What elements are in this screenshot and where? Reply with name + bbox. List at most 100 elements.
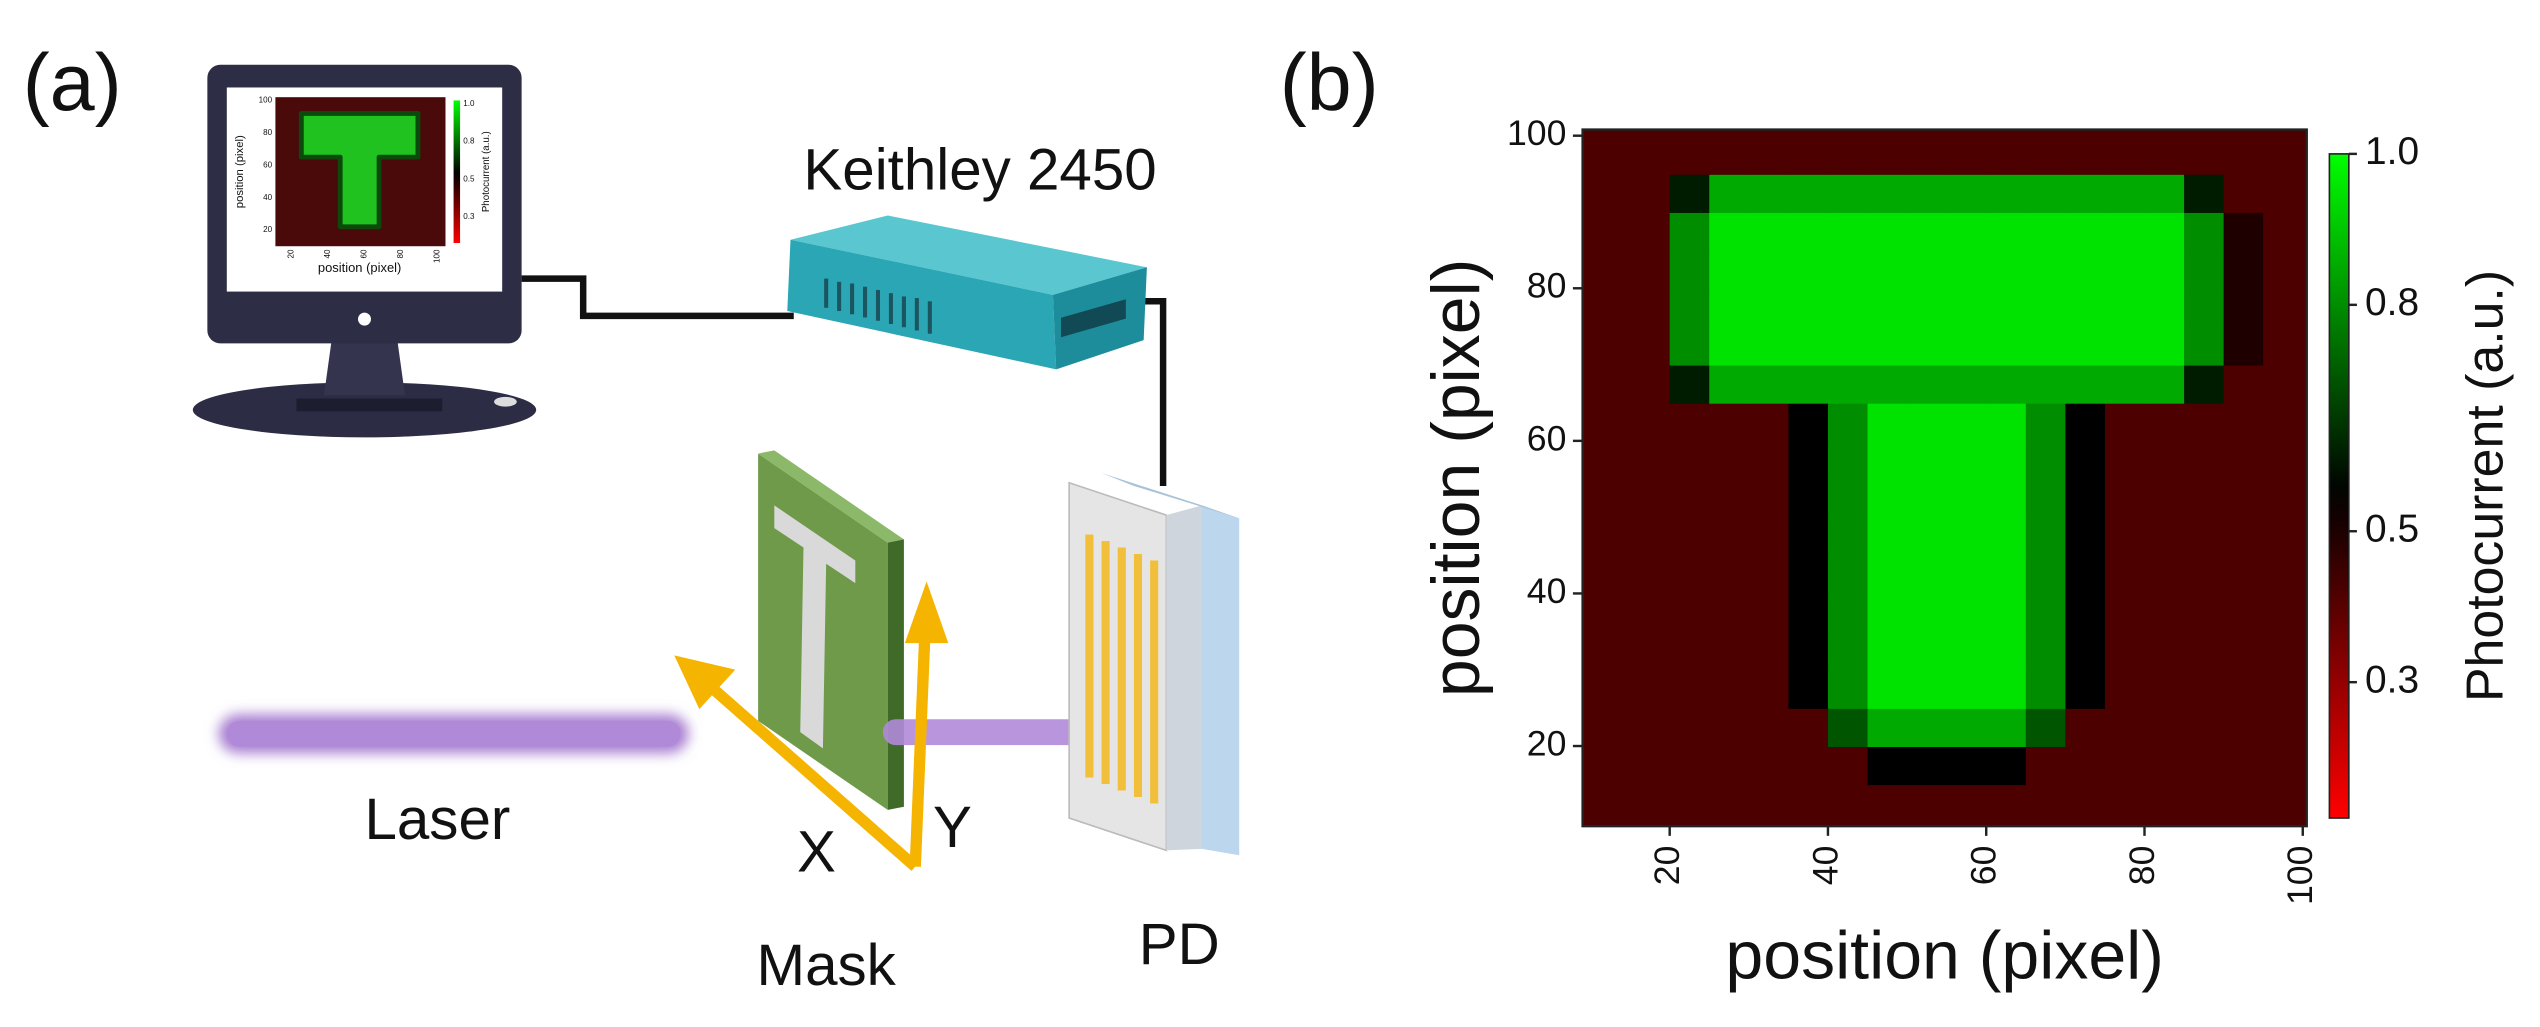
heatmap-cell [1907, 250, 1948, 290]
heatmap-cell [2223, 135, 2265, 175]
heatmap-cell [2025, 364, 2067, 404]
heatmap-cell [2184, 746, 2225, 786]
heatmap-cell [1907, 631, 1948, 671]
heatmap-cell [2104, 250, 2146, 290]
heatmap-cell [1986, 593, 2027, 633]
heatmap-cell [2025, 784, 2067, 824]
heatmap-cell [2223, 593, 2265, 633]
heatmap-cell [1709, 288, 1750, 328]
heatmap-cell [2025, 517, 2067, 557]
mini-colorbar-tick-label: 0.3 [463, 212, 475, 221]
heatmap-cell [2144, 326, 2186, 366]
heatmap-cell [2025, 288, 2067, 328]
plot-frame [1581, 128, 2308, 828]
heatmap-cell [2223, 288, 2265, 328]
heatmap-cell [2184, 593, 2225, 633]
heatmap-cell [2263, 784, 2304, 824]
heatmap-cell [1827, 707, 1869, 748]
heatmap-cell [1590, 440, 1632, 480]
heatmap-cell [2104, 326, 2146, 366]
cable [521, 275, 794, 320]
heatmap-cell [1788, 746, 1829, 786]
heatmap-cell [1907, 402, 1948, 442]
heatmap-cell [2223, 707, 2265, 748]
heatmap-cell [1630, 631, 1671, 671]
heatmap-cell [2184, 555, 2225, 595]
heatmap-cell [1946, 173, 1988, 213]
heatmap-cell [1867, 593, 1909, 633]
heatmap-cell [1867, 173, 1909, 213]
heatmap-cell [1986, 326, 2027, 366]
heatmap-cell [2144, 364, 2186, 404]
heatmap-cell [2025, 555, 2067, 595]
mask-t-cutout [774, 505, 856, 749]
setup-diagram: (a) position (pixel) position (pixel) Phot… [23, 38, 1240, 998]
heatmap-cell [1986, 211, 2027, 252]
x-tick-label: 60 [1964, 846, 2004, 886]
heatmap-cell [1827, 593, 1869, 633]
instrument-front [787, 239, 1057, 370]
heatmap-cell [1669, 440, 1711, 480]
colorbar-tick-label: 0.8 [2365, 281, 2419, 324]
heatmap-cell [1867, 479, 1909, 519]
pd-glass [1201, 505, 1240, 856]
heatmap-cell [1748, 707, 1790, 748]
heatmap-cell [1669, 631, 1711, 671]
instrument-label: Keithley 2450 [803, 138, 1156, 203]
heatmap-cell [2144, 402, 2186, 442]
heatmap-cell [1590, 402, 1632, 442]
heatmap-cell [2263, 593, 2304, 633]
heatmap-cell [1907, 784, 1948, 824]
heatmap-cell [2144, 288, 2186, 328]
heatmap-cell [2025, 707, 2067, 748]
heatmap-cell [1986, 288, 2027, 328]
heatmap-cell [2025, 326, 2067, 366]
heatmap-cell [2184, 784, 2225, 824]
heatmap-cell [1788, 288, 1829, 328]
heatmap-cell [2065, 593, 2106, 633]
heatmap-cell [1788, 173, 1829, 213]
heatmap-cell [1669, 250, 1711, 290]
heatmap-cell [1748, 517, 1790, 557]
heatmap-cell [2065, 707, 2106, 748]
heatmap-cell [2263, 707, 2304, 748]
heatmap-cell [1907, 288, 1948, 328]
heatmap-cell [2104, 173, 2146, 213]
keyboard [296, 398, 443, 412]
heatmap-cell [1946, 555, 1988, 595]
mini-colorbar-tick-label: 0.5 [463, 174, 475, 183]
heatmap-cell [2065, 326, 2106, 366]
heatmap-cell [1827, 250, 1869, 290]
heatmap-cell [1827, 173, 1869, 213]
heatmap-cell [1669, 288, 1711, 328]
heatmap-cell [1946, 326, 1988, 366]
heatmap-cell [1669, 517, 1711, 557]
heatmap-cell [1867, 288, 1909, 328]
heatmap-cell [1748, 669, 1790, 709]
mask-side [887, 539, 904, 810]
heatmap-cell [1590, 173, 1632, 213]
laser-beam [226, 720, 681, 747]
mini-y-tick-label: 80 [263, 128, 272, 137]
heatmap-cell [2144, 631, 2186, 671]
heatmap-cell [2025, 211, 2067, 252]
heatmap-cell [1867, 707, 1909, 748]
heatmap-cell [1946, 250, 1988, 290]
heatmap-cell [1590, 517, 1632, 557]
heatmap-cell [2104, 440, 2146, 480]
heatmap-cell [1590, 288, 1632, 328]
heatmap-cell [2263, 135, 2304, 175]
heatmap-cell [2263, 631, 2304, 671]
heatmap-cell [2104, 631, 2146, 671]
heatmap-cell [2065, 173, 2106, 213]
heatmap-cell [1986, 479, 2027, 519]
heatmap-cell [2025, 593, 2067, 633]
heatmap-cell [1867, 402, 1909, 442]
heatmap-cell [2223, 326, 2265, 366]
heatmap-cell [2025, 631, 2067, 671]
heatmap-cell [2065, 211, 2106, 252]
heatmap-cell [2263, 326, 2304, 366]
heatmap-cell [1986, 135, 2027, 175]
heatmap-cell [1946, 288, 1988, 328]
mini-colorbar-label: Photocurrent (a.u.) [481, 131, 492, 212]
